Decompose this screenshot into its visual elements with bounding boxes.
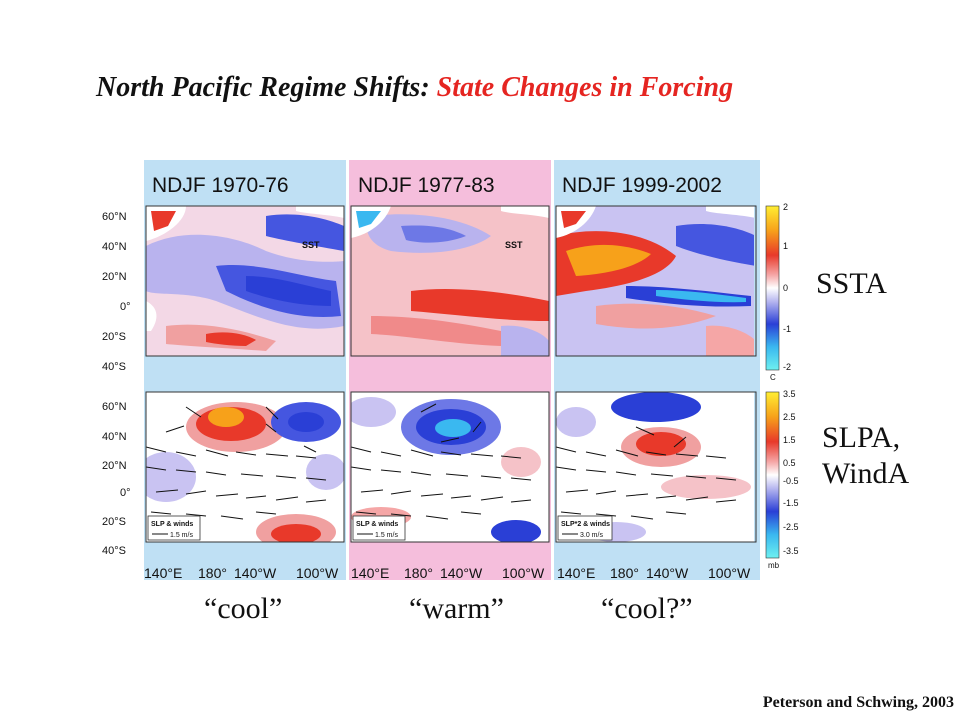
sst-colorbar	[765, 205, 780, 371]
sst-tick: -1	[783, 324, 791, 334]
lat-label: 20°N	[102, 460, 127, 472]
slp-unit: mb	[768, 561, 780, 570]
sst-tick: 0	[783, 283, 788, 293]
lon-axis: 140°E 180° 140°W 100°W 140°E 180° 140°W …	[144, 565, 751, 581]
lon-label: 180°	[198, 565, 227, 581]
regime-caption-3: “cool?”	[601, 592, 693, 625]
wind-legend-label: SLP*2 & winds	[561, 521, 610, 528]
slpa-label-line1: SLPA,	[822, 421, 901, 454]
title-part-1: North Pacific Regime Shifts:	[96, 72, 430, 103]
slp-tick: 0.5	[783, 458, 796, 468]
lat-label: 20°S	[102, 331, 126, 343]
slp-tick: -3.5	[783, 546, 799, 556]
lon-label: 100°W	[708, 565, 751, 581]
slpa-label-line2: WindA	[822, 457, 910, 490]
lat-label: 40°N	[102, 431, 127, 443]
lat-label: 40°S	[102, 361, 126, 373]
sst-tag: SST	[302, 240, 320, 250]
lat-label: 0°	[120, 301, 131, 313]
sst-tick: 1	[783, 241, 788, 251]
regime-figure: NDJF 1970-76 NDJF 1977-83 NDJF 1999-2002…	[102, 160, 799, 581]
slp-colorbar-ticks: 3.5 2.5 1.5 0.5 -0.5 -1.5 -2.5 -3.5 mb	[768, 389, 799, 570]
lon-label: 140°E	[557, 565, 595, 581]
lat-axis-bottom: 60°N 40°N 20°N 0° 20°S 40°S	[102, 401, 131, 557]
slide-title: North Pacific Regime Shifts: State Chang…	[96, 72, 733, 104]
lat-label: 20°N	[102, 271, 127, 283]
lat-axis-top: 60°N 40°N 20°N 0° 20°S 40°S	[102, 211, 131, 373]
wind-legend-scale: 1.5 m/s	[375, 532, 398, 539]
lat-label: 0°	[120, 487, 131, 499]
sst-tick: -2	[783, 362, 791, 372]
slp-tick: -1.5	[783, 498, 799, 508]
panel-header-1: NDJF 1970-76	[152, 174, 289, 197]
wind-legend-label: SLP & winds	[151, 521, 193, 528]
lat-label: 40°S	[102, 545, 126, 557]
lon-label: 180°	[404, 565, 433, 581]
lon-label: 140°W	[234, 565, 277, 581]
sst-tick: 2	[783, 202, 788, 212]
wind-legend-scale: 3.0 m/s	[580, 532, 603, 539]
sst-map-2: SST	[350, 205, 550, 357]
lon-label: 140°W	[440, 565, 483, 581]
slp-map-2: SLP & winds 1.5 m/s	[350, 391, 550, 543]
lat-label: 60°N	[102, 211, 127, 223]
citation: Peterson and Schwing, 2003	[762, 694, 954, 711]
ssta-label: SSTA	[816, 267, 887, 300]
regime-caption-1: “cool”	[204, 592, 283, 625]
lon-label: 140°E	[351, 565, 389, 581]
lon-label: 140°W	[646, 565, 689, 581]
lon-label: 100°W	[502, 565, 545, 581]
slp-tick: 3.5	[783, 389, 796, 399]
lon-label: 140°E	[144, 565, 182, 581]
sst-map-1: SST	[145, 205, 345, 357]
wind-legend-scale: 1.5 m/s	[170, 532, 193, 539]
sst-map-3	[555, 205, 757, 357]
lon-label: 100°W	[296, 565, 339, 581]
sst-colorbar-ticks: 2 1 0 -1 -2 C	[770, 202, 791, 382]
regime-caption-2: “warm”	[409, 592, 504, 625]
panel-header-2: NDJF 1977-83	[358, 174, 495, 197]
wind-legend-label: SLP & winds	[356, 521, 398, 528]
slp-colorbar	[765, 391, 780, 559]
title-part-2: State Changes in Forcing	[436, 72, 734, 103]
lon-label: 180°	[610, 565, 639, 581]
panel-header-3: NDJF 1999-2002	[562, 174, 722, 197]
slp-map-1: SLP & winds 1.5 m/s	[145, 391, 345, 543]
slp-map-3: SLP*2 & winds 3.0 m/s	[555, 391, 757, 543]
lat-label: 20°S	[102, 516, 126, 528]
slp-tick: -0.5	[783, 476, 799, 486]
lat-label: 40°N	[102, 241, 127, 253]
slp-tick: -2.5	[783, 522, 799, 532]
sst-tag: SST	[505, 240, 523, 250]
sst-unit: C	[770, 373, 776, 382]
slp-tick: 2.5	[783, 412, 796, 422]
lat-label: 60°N	[102, 401, 127, 413]
slp-tick: 1.5	[783, 435, 796, 445]
